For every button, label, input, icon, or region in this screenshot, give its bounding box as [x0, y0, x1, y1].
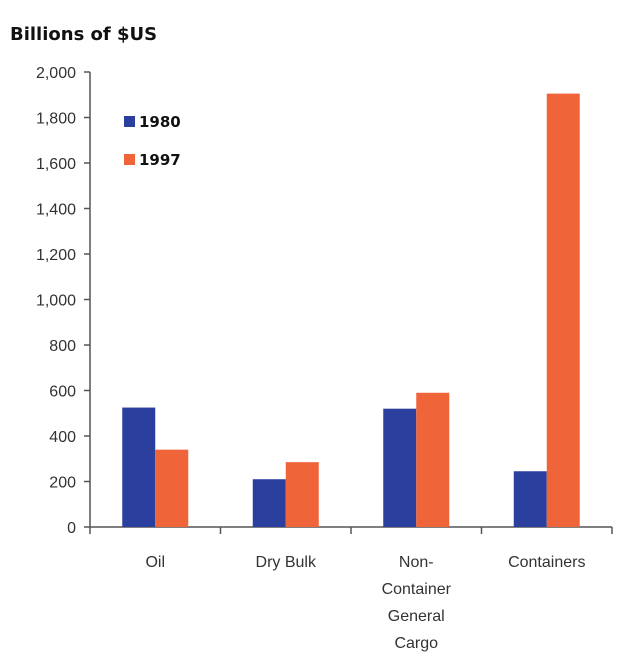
x-category-label: Dry Bulk — [256, 554, 317, 571]
bar-1997 — [416, 392, 450, 527]
bars — [122, 93, 580, 528]
y-tick-label: 400 — [49, 429, 76, 446]
x-category-label: General — [388, 608, 445, 625]
bar-1997 — [155, 449, 189, 527]
bar-1980 — [383, 408, 417, 527]
x-category-label: Non- — [399, 554, 434, 571]
y-tick-label: 1,200 — [36, 247, 76, 264]
y-tick-label: 2,000 — [36, 65, 76, 82]
x-category-label: Cargo — [394, 635, 438, 652]
y-tick-label: 1,400 — [36, 202, 76, 219]
y-tick-label: 600 — [49, 384, 76, 401]
x-axis: Oil Dry Bulk Non- Container General Cargo Cont… — [89, 526, 613, 652]
y-tick-label: 1,000 — [36, 293, 76, 310]
bar-1997 — [285, 462, 319, 527]
unit-title: Billions of $US — [10, 24, 157, 45]
legend-swatch-1997 — [124, 154, 135, 165]
bar-1980 — [513, 471, 547, 527]
y-axis: 0 200 400 600 800 1,000 1,200 1,400 1,600 1,800 2,… — [36, 65, 91, 537]
legend-label: 1997 — [139, 151, 181, 169]
y-tick-label: 0 — [67, 520, 76, 537]
bar-1997 — [546, 93, 580, 528]
legend: 1980 1997 — [124, 113, 181, 169]
y-tick-label: 200 — [49, 475, 76, 492]
legend-label: 1980 — [139, 113, 181, 131]
y-tick-label: 1,800 — [36, 111, 76, 128]
y-tick-label: 800 — [49, 338, 76, 355]
legend-swatch-1980 — [124, 116, 135, 127]
x-category-label: Containers — [508, 554, 585, 571]
x-category-label: Oil — [145, 554, 165, 571]
y-tick-label: 1,600 — [36, 156, 76, 173]
bar-1980 — [252, 479, 286, 527]
x-category-label: Container — [382, 581, 452, 598]
bar-1980 — [122, 407, 156, 527]
